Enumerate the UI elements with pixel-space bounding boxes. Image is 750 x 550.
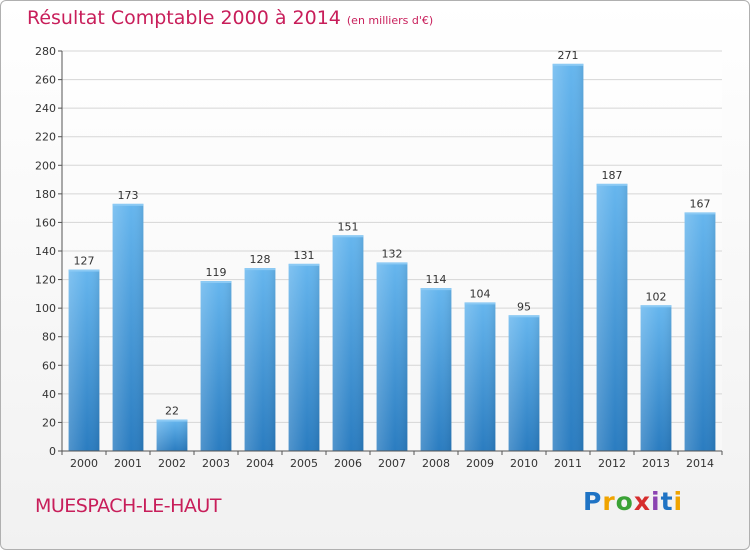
bar-top-edge-2005 xyxy=(288,263,320,266)
y-tick-label: 140 xyxy=(35,245,56,258)
y-tick-label: 260 xyxy=(35,74,56,87)
y-tick-label: 0 xyxy=(49,445,56,458)
chart-title: Résultat Comptable 2000 à 2014 (en millie… xyxy=(27,7,433,29)
x-tick-label: 2001 xyxy=(114,457,142,470)
x-tick-label: 2007 xyxy=(378,457,406,470)
bar-top-edge-2013 xyxy=(640,305,672,308)
bar-top-edge-2001 xyxy=(112,203,144,206)
y-tick-label: 220 xyxy=(35,131,56,144)
x-tick-label: 2013 xyxy=(642,457,670,470)
y-tick-label: 40 xyxy=(42,388,56,401)
bar-top-edge-2012 xyxy=(596,183,628,186)
bar-shading-2014 xyxy=(684,212,716,451)
bar-shading-2009 xyxy=(464,302,496,451)
y-tick-label: 80 xyxy=(42,331,56,344)
axis-layer: 0 20 40 60 80 100 120 140 160 180 200 220 240 260 280 2… xyxy=(35,45,723,470)
data-label-2011: 271 xyxy=(558,49,579,62)
logo-letter: i xyxy=(651,487,661,516)
y-tick-label: 160 xyxy=(35,216,56,229)
bar-shading-2010 xyxy=(508,315,540,451)
data-label-2000: 127 xyxy=(74,255,95,268)
proxiti-logo: Proxiti xyxy=(583,487,683,516)
bar-shading-2007 xyxy=(376,262,408,451)
bars-layer: 127 173 22 119 128 131 151 132 114 104 95 271 187 102… xyxy=(68,49,716,451)
bar-shading-2004 xyxy=(244,268,276,451)
bar-top-edge-2000 xyxy=(68,269,100,272)
x-tick-label: 2002 xyxy=(158,457,186,470)
chart-title-text: Résultat Comptable 2000 à 2014 xyxy=(27,7,341,29)
x-tick-label: 2003 xyxy=(202,457,230,470)
y-tick-label: 60 xyxy=(42,359,56,372)
y-tick-label: 280 xyxy=(35,45,56,58)
x-tick-label: 2012 xyxy=(598,457,626,470)
x-tick-label: 2009 xyxy=(466,457,494,470)
bar-top-edge-2009 xyxy=(464,302,496,305)
bar-top-edge-2014 xyxy=(684,212,716,215)
bar-top-edge-2011 xyxy=(552,63,584,66)
data-label-2013: 102 xyxy=(646,290,667,303)
data-label-2007: 132 xyxy=(382,247,403,260)
bar-top-edge-2002 xyxy=(156,419,188,422)
bar-shading-2005 xyxy=(288,263,320,451)
bar-top-edge-2007 xyxy=(376,262,408,265)
logo-letter: r xyxy=(602,487,616,516)
data-label-2004: 128 xyxy=(250,253,271,266)
logo-letter: o xyxy=(615,487,634,516)
bar-shading-2000 xyxy=(68,269,100,451)
data-label-2010: 95 xyxy=(517,300,531,313)
x-tick-label: 2004 xyxy=(246,457,274,470)
x-tick-label: 2010 xyxy=(510,457,538,470)
y-tick-label: 100 xyxy=(35,302,56,315)
bar-shading-2006 xyxy=(332,235,364,451)
data-label-2002: 22 xyxy=(165,405,179,418)
x-tick-label: 2006 xyxy=(334,457,362,470)
y-tick-label: 200 xyxy=(35,159,56,172)
bar-shading-2011 xyxy=(552,63,584,451)
bar-top-edge-2004 xyxy=(244,268,276,271)
logo-letter: x xyxy=(633,487,651,516)
bar-shading-2012 xyxy=(596,183,628,451)
y-tick-label: 180 xyxy=(35,188,56,201)
x-tick-label: 2011 xyxy=(554,457,582,470)
x-tick-label: 2005 xyxy=(290,457,318,470)
x-tick-label: 2008 xyxy=(422,457,450,470)
y-tick-label: 20 xyxy=(42,416,56,429)
data-label-2012: 187 xyxy=(602,169,623,182)
bar-top-edge-2003 xyxy=(200,281,232,283)
y-tick-label: 240 xyxy=(35,102,56,115)
chart-subtitle: (en milliers d'€) xyxy=(346,14,434,27)
logo-letter: t xyxy=(660,487,674,516)
data-label-2009: 104 xyxy=(470,287,491,300)
bar-top-edge-2006 xyxy=(332,235,364,238)
x-tick-label: 2014 xyxy=(686,457,714,470)
logo-letter: P xyxy=(583,487,603,516)
data-label-2014: 167 xyxy=(690,197,711,210)
bar-top-edge-2010 xyxy=(508,315,540,318)
bar-top-edge-2008 xyxy=(420,288,452,291)
logo-letter: i xyxy=(673,487,684,516)
data-label-2006: 151 xyxy=(338,220,359,233)
bar-shading-2003 xyxy=(200,281,232,451)
place-name: MUESPACH-LE-HAUT xyxy=(35,495,221,517)
x-tick-label: 2000 xyxy=(70,457,98,470)
data-label-2005: 131 xyxy=(294,249,315,262)
data-label-2008: 114 xyxy=(426,273,447,286)
data-label-2003: 119 xyxy=(206,266,227,279)
bar-shading-2013 xyxy=(640,305,672,451)
bar-shading-2001 xyxy=(112,203,144,451)
bar-shading-2002 xyxy=(156,419,188,451)
bar-shading-2008 xyxy=(420,288,452,451)
y-tick-label: 120 xyxy=(35,274,56,287)
data-label-2001: 173 xyxy=(118,189,139,202)
